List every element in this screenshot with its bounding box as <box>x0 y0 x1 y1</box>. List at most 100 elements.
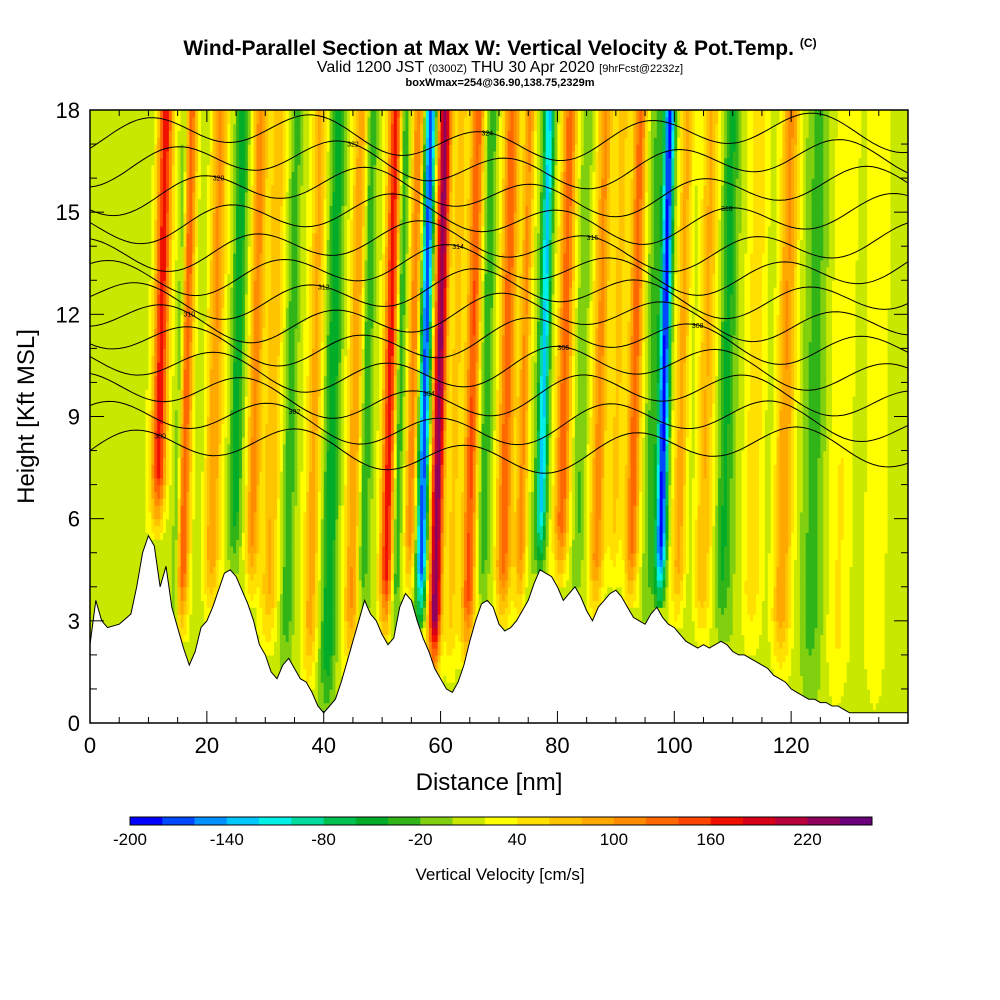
field-cell <box>458 620 462 629</box>
field-cell <box>796 648 801 656</box>
field-cell <box>855 641 859 649</box>
field-cell <box>887 675 892 683</box>
field-cell <box>858 614 862 622</box>
field-cell <box>849 661 854 670</box>
field-cell <box>332 607 336 615</box>
field-cell <box>288 641 293 649</box>
field-cell <box>314 654 319 663</box>
field-cell <box>341 600 345 608</box>
field-cell <box>303 654 307 663</box>
field-cell <box>861 668 865 676</box>
field-cell <box>884 654 889 663</box>
field-cell <box>279 648 284 656</box>
field-cell <box>455 607 459 615</box>
field-cell <box>279 654 284 663</box>
field-cell <box>174 614 179 622</box>
field-cell <box>735 600 740 608</box>
field-cell <box>808 620 813 629</box>
field-cell <box>785 675 789 683</box>
field-cell <box>832 641 836 649</box>
field-cell <box>887 641 892 649</box>
field-cell <box>332 641 336 649</box>
field-cell <box>896 634 900 642</box>
field-cell <box>759 614 763 622</box>
field-cell <box>788 654 792 663</box>
field-cell <box>738 600 743 608</box>
field-cell <box>814 648 819 656</box>
field-cell <box>496 614 500 622</box>
field-cell <box>750 648 754 656</box>
field-cell <box>826 661 830 670</box>
field-cell <box>431 607 436 615</box>
field-cell <box>884 607 889 615</box>
field-cell <box>180 627 185 636</box>
field-cell <box>715 634 719 642</box>
field-cell <box>668 620 672 629</box>
field-cell <box>700 620 705 629</box>
chart-title: Wind-Parallel Section at Max W: Vertical… <box>0 36 1000 61</box>
field-cell <box>624 600 629 608</box>
field-cell <box>796 620 801 629</box>
field-cell <box>677 600 681 608</box>
field-cell <box>320 675 325 683</box>
field-cell <box>846 607 851 615</box>
field-cell <box>434 661 439 670</box>
field-cell <box>858 627 862 636</box>
field-cell <box>344 634 348 642</box>
field-cell <box>823 668 827 676</box>
field-cell <box>650 600 655 608</box>
field-cell <box>352 614 357 622</box>
field-cell <box>314 661 319 670</box>
field-cell <box>201 620 205 629</box>
field-cell <box>846 620 851 629</box>
field-cell <box>814 661 819 670</box>
field-cell <box>884 668 889 676</box>
field-cell <box>250 607 255 615</box>
field-cell <box>776 668 781 676</box>
field-cell <box>817 682 821 690</box>
field-cell <box>338 654 342 663</box>
field-cell <box>767 607 772 615</box>
field-cell <box>449 682 453 690</box>
field-cell <box>104 600 109 608</box>
field-cell <box>323 648 328 656</box>
field-cell <box>338 620 342 629</box>
field-cell <box>317 695 322 704</box>
field-cell <box>738 627 743 636</box>
field-cell <box>735 620 740 629</box>
field-cell <box>805 668 810 676</box>
field-cell <box>668 600 672 608</box>
field-cell <box>253 614 258 622</box>
field-cell <box>583 600 588 608</box>
field-cell <box>306 614 310 622</box>
field-cell <box>458 668 462 676</box>
field-cell <box>425 600 430 608</box>
field-cell <box>189 641 193 649</box>
field-cell <box>306 648 310 656</box>
field-cell <box>849 695 854 704</box>
field-cell <box>186 614 190 622</box>
field-cell <box>878 688 883 697</box>
field-cell <box>385 634 389 642</box>
field-cell <box>107 614 112 622</box>
field-cell <box>206 600 211 608</box>
field-cell <box>832 668 836 676</box>
field-cell <box>855 688 859 697</box>
field-cell <box>291 607 296 615</box>
field-cell <box>756 641 760 649</box>
field-cell <box>309 634 313 642</box>
field-cell <box>347 614 351 622</box>
field-cell <box>849 607 854 615</box>
field-cell <box>881 620 886 629</box>
field-cell <box>326 661 331 670</box>
field-cell <box>385 620 389 629</box>
field-cell <box>177 600 182 608</box>
field-cell <box>741 600 745 608</box>
field-cell <box>323 607 328 615</box>
field-cell <box>703 620 708 629</box>
field-cell <box>779 634 783 642</box>
field-cell <box>449 675 453 683</box>
field-cell <box>837 641 842 649</box>
field-cell <box>832 620 836 629</box>
field-cell <box>764 627 769 636</box>
